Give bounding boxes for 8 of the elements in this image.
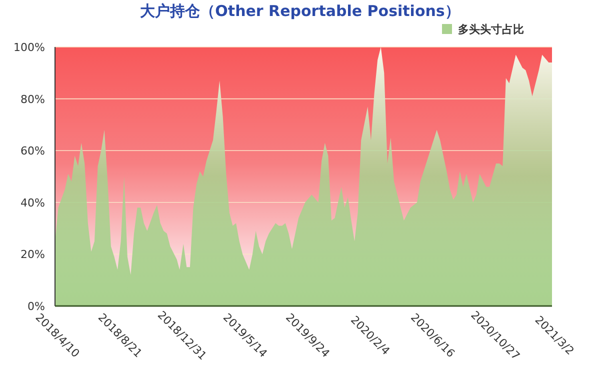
y-tick-label: 80%: [20, 92, 45, 106]
y-tick-label: 0%: [28, 300, 45, 313]
y-tick-label: 40%: [20, 196, 45, 210]
chart-title: 大户持仓（Other Reportable Positions）: [140, 2, 460, 20]
y-tick-label: 20%: [20, 248, 45, 262]
y-tick-label: 60%: [20, 144, 45, 158]
y-tick-label: 100%: [14, 41, 45, 54]
legend-label: 多头头寸占比: [458, 23, 524, 36]
